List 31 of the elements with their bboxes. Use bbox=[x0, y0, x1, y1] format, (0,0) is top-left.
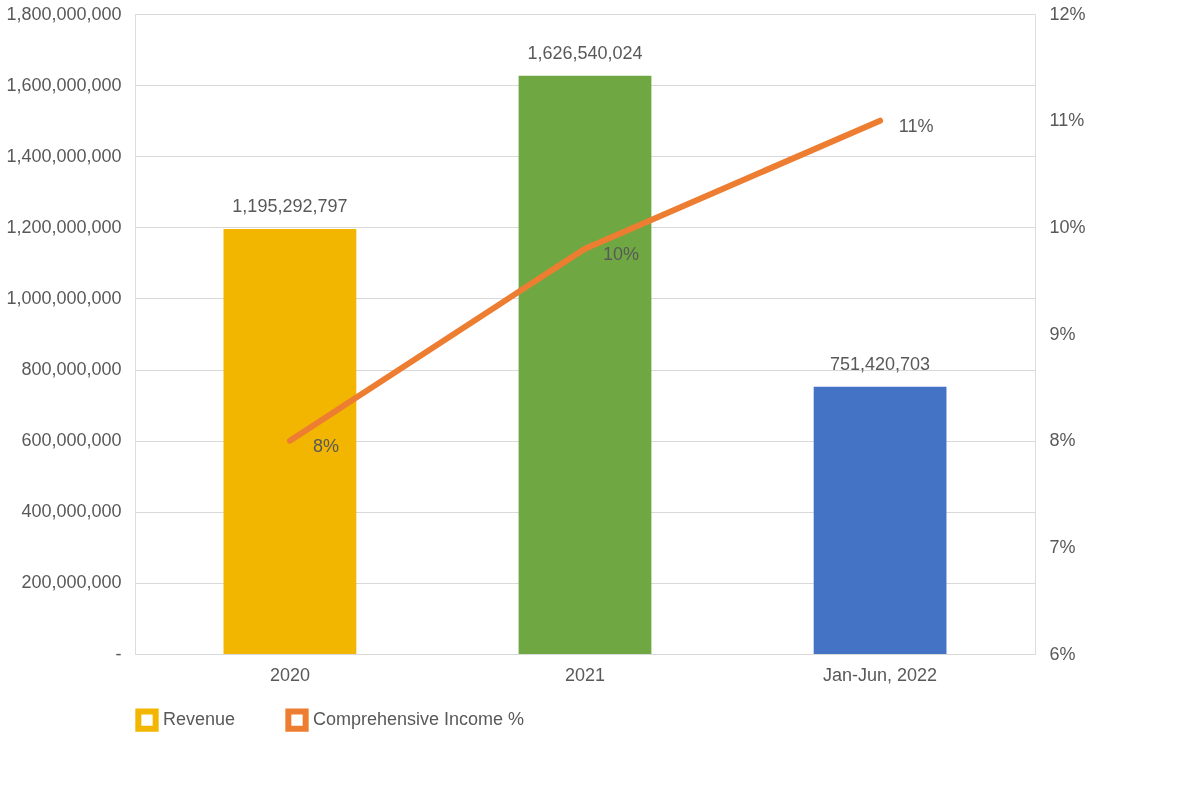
data-label: 11% bbox=[898, 115, 934, 136]
y-tick-label: 200,000,000 bbox=[21, 572, 122, 593]
y2-tick-label: 10% bbox=[1049, 216, 1086, 237]
y-tick-label: 800,000,000 bbox=[21, 359, 122, 380]
y-tick-label: 1,400,000,000 bbox=[6, 145, 122, 166]
y-tick-label: 1,000,000,000 bbox=[6, 287, 122, 308]
data-label: 1,626,540,024 bbox=[527, 42, 643, 63]
data-label: 10% bbox=[602, 243, 640, 264]
x-tick-label: Jan-Jun, 2022 bbox=[823, 664, 938, 685]
y-tick-label: 600,000,000 bbox=[21, 430, 122, 451]
data-label: 1,195,292,797 bbox=[232, 196, 348, 217]
y-tick-label: 1,200,000,000 bbox=[6, 216, 122, 237]
data-label: 8% bbox=[312, 435, 339, 456]
x-tick-label: 2021 bbox=[564, 664, 606, 685]
bar bbox=[813, 386, 947, 654]
y-tick-label: 1,800,000,000 bbox=[6, 3, 122, 24]
legend-label: Revenue bbox=[163, 709, 236, 730]
y-tick-label: 1,600,000,000 bbox=[6, 74, 122, 95]
x-tick-label: 2020 bbox=[269, 664, 310, 685]
y2-tick-label: 6% bbox=[1049, 643, 1076, 664]
bar bbox=[223, 229, 357, 654]
y2-tick-label: 8% bbox=[1049, 430, 1076, 451]
legend-label: Comprehensive Income % bbox=[313, 709, 525, 730]
y2-tick-label: 7% bbox=[1049, 536, 1076, 557]
y-tick-label: - bbox=[115, 643, 122, 664]
y2-tick-label: 9% bbox=[1049, 323, 1076, 344]
y2-tick-label: 11% bbox=[1049, 110, 1085, 131]
data-label: 751,420,703 bbox=[830, 353, 931, 374]
y-tick-label: 400,000,000 bbox=[21, 501, 122, 522]
bar bbox=[518, 75, 652, 654]
y2-tick-label: 12% bbox=[1049, 3, 1086, 24]
